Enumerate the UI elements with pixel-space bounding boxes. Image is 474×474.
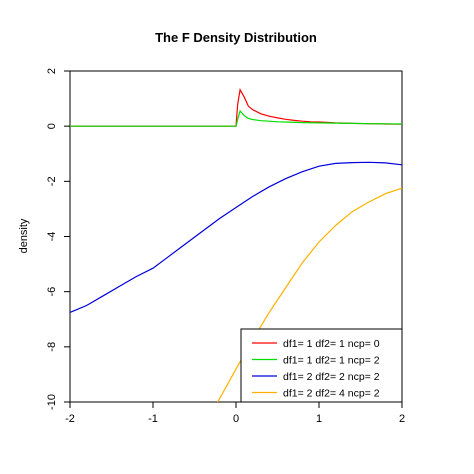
series-line-3 <box>70 161 402 313</box>
y-tick-label: -2 <box>46 176 58 186</box>
series-line-4 <box>217 187 402 402</box>
series-line-1 <box>70 88 402 127</box>
y-tick-label: 2 <box>46 68 58 74</box>
y-tick-label: 0 <box>46 123 58 129</box>
y-tick-label: -6 <box>46 287 58 297</box>
chart-title: The F Density Distribution <box>155 30 317 45</box>
x-tick-label: -2 <box>65 413 75 425</box>
legend-label-2: df1= 1 df2= 1 ncp= 2 <box>283 355 380 367</box>
legend: df1= 1 df2= 1 ncp= 0 df1= 1 df2= 1 ncp= 2… <box>240 328 403 403</box>
y-tick-label: -8 <box>46 342 58 352</box>
y-axis: -10 -8 -6 -4 -2 0 2 <box>46 68 71 410</box>
legend-items: df1= 1 df2= 1 ncp= 0 df1= 1 df2= 1 ncp= 2… <box>252 338 380 400</box>
x-tick-label: 0 <box>233 413 239 425</box>
x-tick-label: 2 <box>399 413 405 425</box>
legend-label-1: df1= 1 df2= 1 ncp= 0 <box>283 338 380 350</box>
legend-label-3: df1= 2 df2= 2 ncp= 2 <box>283 371 380 383</box>
y-tick-label: -10 <box>46 394 58 410</box>
x-tick-label: -1 <box>148 413 158 425</box>
legend-box <box>240 328 403 403</box>
legend-label-4: df1= 2 df2= 4 ncp= 2 <box>283 388 380 400</box>
x-axis: -2 -1 0 1 2 <box>65 401 405 425</box>
y-axis-label: density <box>18 218 30 253</box>
series-layer <box>70 88 402 402</box>
series-line-2 <box>70 109 402 127</box>
x-tick-label: 1 <box>316 413 322 425</box>
y-tick-label: -4 <box>46 232 58 242</box>
